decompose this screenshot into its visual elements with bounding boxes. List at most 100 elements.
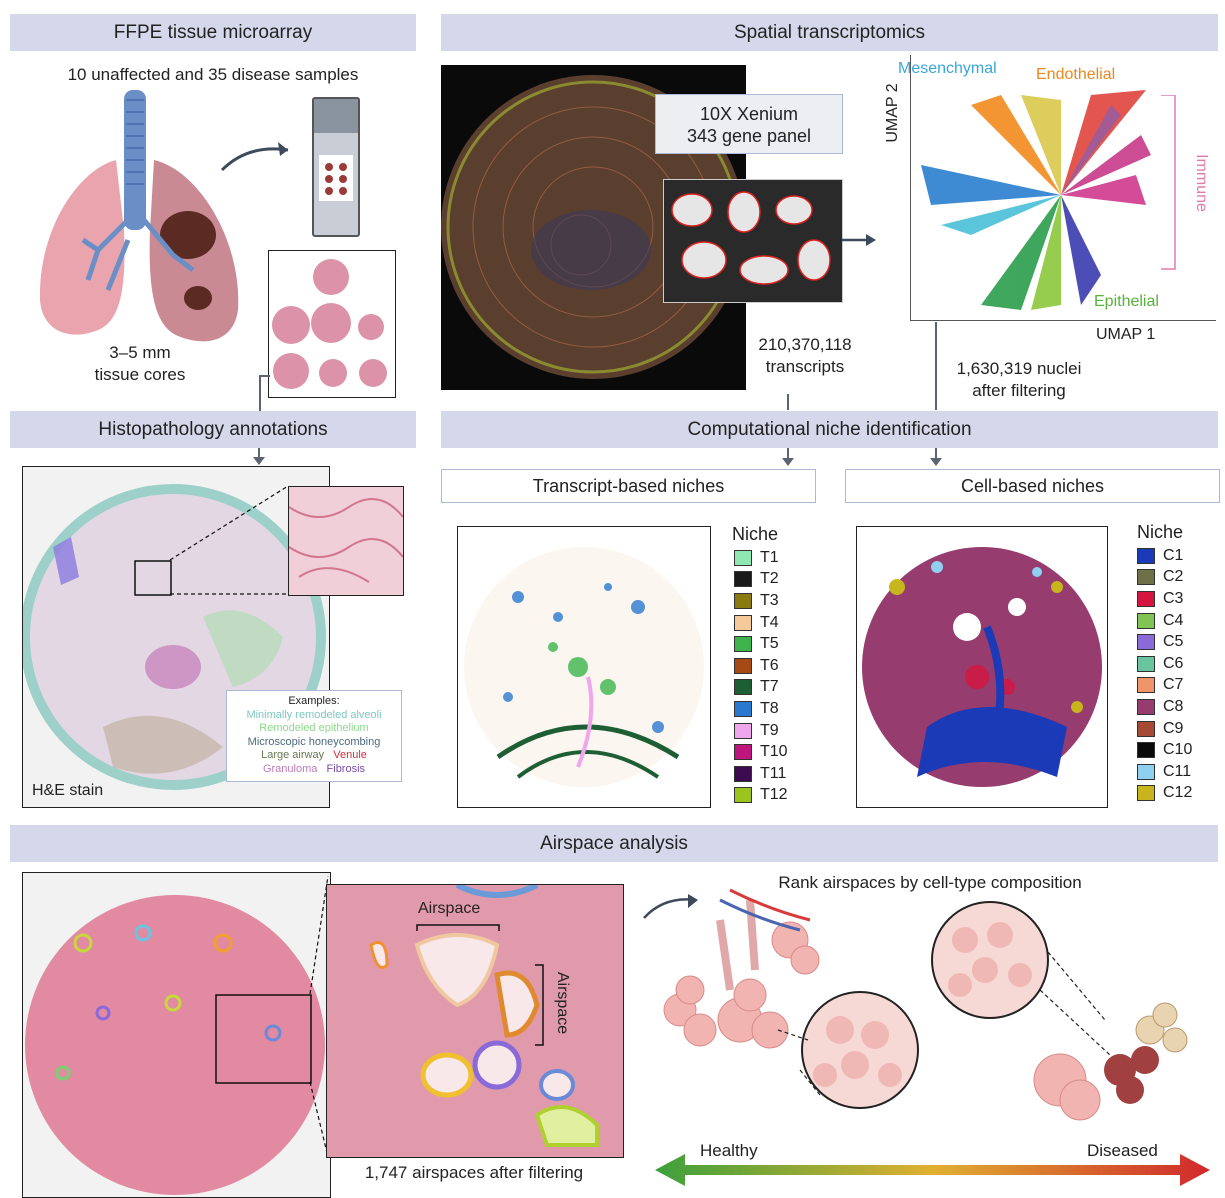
umap-plot — [910, 55, 1216, 321]
transcript-niche-swatch — [734, 679, 752, 696]
cell-niche-swatch — [1137, 785, 1155, 802]
tma-connector — [259, 375, 270, 412]
transcript-niche-swatch — [734, 592, 752, 609]
umap-x-label: UMAP 1 — [1096, 326, 1156, 343]
transcripts-text: 210,370,118 transcripts — [745, 334, 865, 378]
cell-niche-legend-item: C10 — [1137, 739, 1192, 761]
cell-niche-legend-item: C7 — [1137, 675, 1192, 697]
example-venule: Venule — [333, 749, 367, 761]
cell-niche-legend-label: C2 — [1163, 568, 1184, 586]
transcript-niche-legend-label: T10 — [760, 743, 788, 761]
histo-header: Histopathology annotations — [10, 411, 416, 448]
xenium-panel-label: 10X Xenium 343 gene panel — [655, 94, 843, 154]
transcript-niche-legend-label: T1 — [760, 548, 779, 566]
cell-niche-legend-label: C11 — [1163, 762, 1192, 780]
transcript-niche-swatch — [734, 722, 752, 739]
umap-y-label: UMAP 2 — [884, 83, 901, 143]
ffpe-title: FFPE tissue microarray — [113, 21, 313, 43]
transcripts-count: 210,370,118 — [758, 335, 852, 354]
cell-niche-swatch — [1137, 742, 1155, 759]
arrow-to-umap-icon — [842, 234, 876, 246]
connector-lines — [782, 322, 942, 466]
transcript-niche-legend-label: T2 — [760, 570, 779, 588]
zoom-dashed-lines — [169, 485, 289, 595]
cell-niche-legend-label: C12 — [1163, 784, 1193, 802]
cell-niche-swatch — [1137, 720, 1155, 737]
airspace-label-2: Airspace — [554, 971, 571, 1035]
nuclei-line1: 1,630,319 nuclei — [956, 359, 1082, 378]
cell-niche-swatch — [1137, 612, 1155, 629]
tma-cores-image — [268, 250, 396, 398]
cell-niche-legend-label: C5 — [1163, 633, 1184, 651]
histo-title: Histopathology annotations — [98, 418, 328, 440]
rank-text: Rank airspaces by cell-type composition — [778, 873, 1082, 892]
transcript-niche-legend-label: T6 — [760, 656, 779, 674]
transcript-niche-legend-item: T10 — [734, 741, 788, 763]
umap-mesenchymal-label: Mesenchymal — [898, 60, 997, 77]
transcript-niche-swatch — [734, 657, 752, 674]
transcript-niche-legend-item: T6 — [734, 655, 788, 677]
ffpe-header: FFPE tissue microarray — [10, 14, 416, 51]
transcript-legend-title: Niche — [732, 524, 779, 544]
transcript-legend: T1 T2 T3 T4 T5 T6 T7 T8 T9 T10 T11 T12 — [734, 547, 788, 806]
examples-title: Examples: — [288, 695, 340, 707]
example-airway: Large airway — [261, 749, 325, 761]
transcript-niche-legend-item: T12 — [734, 785, 788, 807]
rank-arrow-icon — [643, 894, 698, 919]
cell-niche-legend-item: C8 — [1137, 696, 1192, 718]
cell-niche-legend-label: C7 — [1163, 676, 1184, 694]
cell-niche-legend-item: C11 — [1137, 761, 1192, 783]
spatial-title: Spatial transcriptomics — [733, 21, 926, 43]
transcript-niches-title: Transcript-based niches — [532, 475, 725, 496]
transcript-niche-legend-label: T8 — [760, 699, 779, 717]
cell-niche-legend-item: C4 — [1137, 610, 1192, 632]
airspace-core-image — [22, 872, 331, 1198]
examples-legend: Examples: Minimally remodeled alveoli Re… — [226, 690, 402, 782]
transcript-niche-swatch — [734, 765, 752, 782]
cell-niches-title: Cell-based niches — [960, 475, 1105, 496]
cores-line1: 3–5 mm — [109, 343, 171, 362]
cell-niche-legend-item: C6 — [1137, 653, 1192, 675]
transcript-niche-legend-label: T5 — [760, 635, 779, 653]
cell-niche-legend-item: C5 — [1137, 631, 1192, 653]
cell-niche-legend-label: C4 — [1163, 611, 1184, 629]
transcript-niche-legend-label: T9 — [760, 721, 779, 739]
cell-niche-legend-item: C9 — [1137, 718, 1192, 740]
example-granuloma: Granuloma — [262, 762, 318, 775]
cell-niche-swatch — [1137, 655, 1155, 672]
microarray-slide — [312, 97, 360, 237]
transcript-niche-legend-item: T4 — [734, 612, 788, 634]
cell-niche-legend-label: C6 — [1163, 654, 1184, 672]
transcript-niche-legend-label: T7 — [760, 678, 779, 696]
spatial-header: Spatial transcriptomics — [441, 14, 1218, 51]
cell-niche-legend-label: C10 — [1163, 741, 1193, 759]
umap-endothelial-label: Endothelial — [1036, 66, 1116, 83]
cell-legend-title: Niche — [1137, 522, 1184, 542]
airspace-count-text: 1,747 airspaces after filtering — [364, 1163, 584, 1182]
cell-niche-swatch — [1137, 569, 1155, 586]
umap-epithelial-label: Epithelial — [1094, 293, 1159, 310]
transcript-niche-swatch — [734, 636, 752, 653]
airspace-zoom-image — [326, 884, 624, 1158]
cell-niche-legend-label: C8 — [1163, 697, 1184, 715]
diseased-label: Diseased — [1087, 1141, 1158, 1160]
cell-niche-legend-item: C1 — [1137, 545, 1192, 567]
transcript-niche-legend-item: T11 — [734, 763, 788, 785]
example-fibrosis: Fibrosis — [326, 762, 366, 775]
histo-down-arrow — [253, 448, 265, 465]
xenium-line2: 343 gene panel — [686, 126, 812, 146]
cell-legend: C1 C2 C3 C4 C5 C6 C7 C8 C9 C10 C11 C12 — [1137, 545, 1192, 804]
cell-niche-swatch — [1137, 547, 1155, 564]
transcript-niche-swatch — [734, 700, 752, 717]
niche-title: Computational niche identification — [687, 418, 972, 440]
transcript-niche-legend-label: T12 — [760, 786, 788, 804]
umap-immune-label: Immune — [1193, 154, 1210, 212]
example-alveoli: Minimally remodeled alveoli — [246, 708, 382, 721]
xenium-line1: 10X Xenium — [699, 104, 799, 124]
cell-niche-map — [856, 526, 1108, 808]
transcript-niche-legend-item: T7 — [734, 677, 788, 699]
transcript-niches-header: Transcript-based niches — [441, 469, 816, 503]
cell-niches-header: Cell-based niches — [845, 469, 1220, 503]
cores-line2: tissue cores — [94, 365, 186, 384]
healthy-label: Healthy — [700, 1141, 758, 1160]
